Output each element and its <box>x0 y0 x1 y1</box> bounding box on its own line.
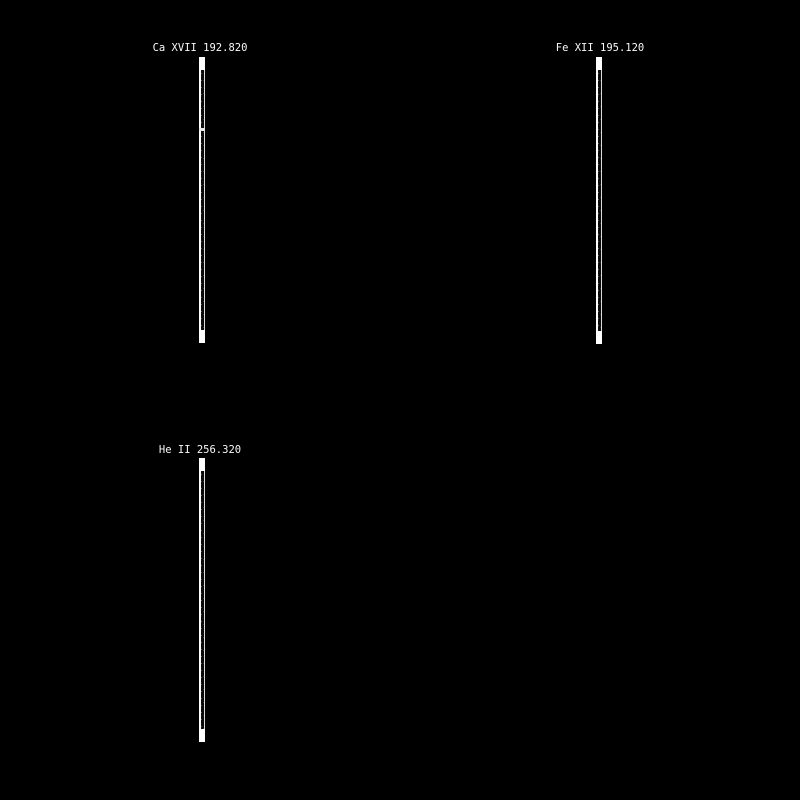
strip-left-edge <box>596 57 598 344</box>
intensity-strip-he-ii <box>199 458 205 742</box>
bright-bottom-cap <box>199 330 205 343</box>
strip-interior <box>201 57 204 343</box>
intensity-strip-fe-xii <box>596 57 602 344</box>
strip-right-edge <box>204 57 205 338</box>
line-label-he-ii: He II 256.320 <box>158 444 242 456</box>
line-label-ca-xvii: Ca XVII 192.820 <box>152 42 248 54</box>
strip-interior <box>598 57 601 344</box>
line-label-fe-xii: Fe XII 195.120 <box>555 42 645 54</box>
strip-right-edge <box>204 458 205 737</box>
bright-top-cap <box>199 458 205 471</box>
strip-left-edge <box>199 57 201 343</box>
strip-left-edge <box>199 458 201 742</box>
bright-bottom-cap <box>199 729 205 742</box>
bright-top-cap <box>199 57 205 70</box>
bright-bottom-cap <box>596 331 602 344</box>
bright-band <box>199 128 205 131</box>
bright-top-cap <box>596 57 602 70</box>
intensity-strip-ca-xvii <box>199 57 205 343</box>
strip-right-edge <box>601 57 602 339</box>
strip-interior <box>201 458 204 742</box>
